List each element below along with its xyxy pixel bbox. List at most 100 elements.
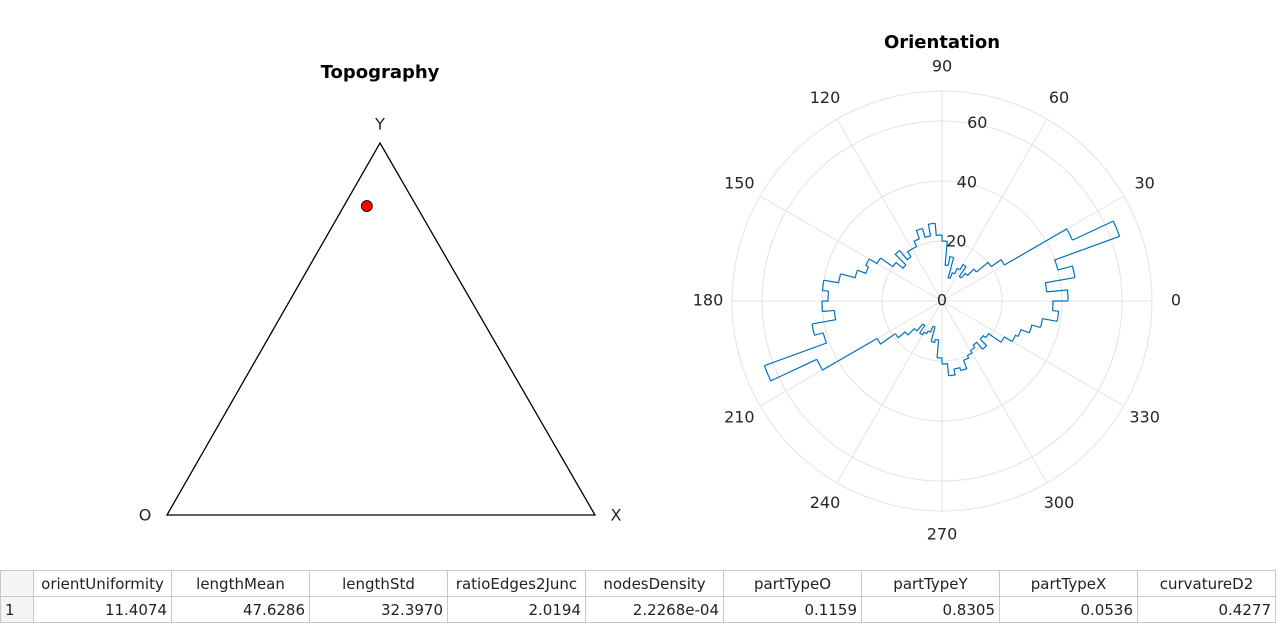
histogram-bin (949, 272, 955, 279)
column-header: partTypeY (861, 570, 1000, 597)
histogram-bin (764, 332, 828, 367)
histogram-bin (953, 366, 962, 371)
results-table: orientUniformity lengthMean lengthStd ratio… (0, 570, 1276, 623)
theta-grid-line (941, 118, 1048, 302)
vertex-label: O (139, 506, 152, 525)
theta-grid-line (836, 300, 943, 484)
theta-tick-label: 60 (1049, 88, 1069, 107)
theta-tick-label: 180 (693, 291, 724, 310)
histogram-bin (1039, 318, 1058, 328)
histogram-bin (894, 331, 906, 339)
r-tick-label: 20 (946, 231, 966, 250)
histogram-bin (934, 223, 943, 236)
histogram-bin (816, 337, 878, 371)
r-tick-label: 40 (957, 172, 977, 191)
histogram-bin (1051, 300, 1068, 311)
histogram-bin (868, 257, 882, 265)
histogram-bin (954, 267, 961, 275)
theta-tick-label: 30 (1134, 174, 1154, 193)
histogram-bin (935, 338, 940, 358)
histogram-bin (972, 341, 983, 350)
histogram-bin (967, 268, 977, 276)
histogram-bin (919, 323, 926, 334)
data-point (360, 200, 373, 212)
theta-tick-label: 120 (810, 88, 841, 107)
vertex-label: X (611, 506, 622, 525)
histogram-bin (895, 261, 907, 270)
table-body: 1 11.4074 47.6286 32.3970 2.0194 2.2268e-04 0.… (0, 596, 1276, 623)
table-cell: 0.1159 (723, 596, 862, 623)
histogram-bin (1000, 336, 1013, 343)
table-cell: 47.6286 (171, 596, 310, 623)
table-cell: 0.4277 (1137, 596, 1276, 623)
chart-title: Orientation (884, 32, 1000, 53)
table-cell: 0.0536 (999, 596, 1138, 623)
histogram-bin (811, 310, 837, 325)
histogram-bin (904, 328, 915, 336)
column-header: nodesDensity (585, 570, 724, 597)
column-header: curvatureD2 (1137, 570, 1276, 597)
histogram-bin (1017, 328, 1030, 337)
histogram-bin (911, 246, 917, 250)
histogram-bin (1052, 310, 1060, 322)
column-header: lengthMean (171, 570, 310, 597)
histogram-bin (1044, 276, 1076, 292)
histogram-bin (941, 363, 950, 376)
histogram-bin (923, 330, 929, 335)
polar-outer-circle (731, 90, 1153, 512)
r-tick-label: 0 (937, 291, 947, 310)
histogram-bin (840, 270, 858, 279)
row-label: 1 (0, 596, 34, 623)
histogram-bin (913, 323, 924, 332)
histogram-bin (930, 339, 936, 344)
histogram-bin (899, 250, 912, 261)
theta-grid-line (941, 300, 1125, 407)
histogram-bin (936, 357, 943, 364)
histogram-bin (919, 331, 925, 336)
table-cell: 0.8305 (861, 596, 1000, 623)
table-cell: 2.0194 (447, 596, 586, 623)
theta-tick-label: 300 (1044, 493, 1075, 512)
histogram-bin (979, 334, 987, 340)
table-cell: 11.4074 (33, 596, 172, 623)
histogram-bin (1057, 265, 1076, 278)
theta-tick-label: 0 (1171, 291, 1181, 310)
r-grid-circle (761, 120, 1123, 482)
theta-grid-line (836, 118, 943, 302)
histogram-bin (865, 258, 870, 268)
table-cell: 2.2268e-04 (585, 596, 724, 623)
header-row: orientUniformity lengthMean lengthStd ratio… (0, 570, 1276, 597)
vertex-label: Y (374, 115, 385, 134)
histogram-bin (857, 266, 870, 275)
histogram-bin (948, 368, 956, 377)
histogram-bin (822, 291, 830, 302)
histogram-bin (970, 344, 976, 351)
histogram-bin (821, 300, 835, 313)
histogram-bin (1072, 220, 1121, 241)
histogram-bin (763, 358, 818, 382)
histogram-bin (1011, 334, 1019, 342)
theta-tick-label: 90 (932, 57, 952, 76)
column-header: lengthStd (309, 570, 448, 597)
histogram-bin (960, 359, 968, 372)
column-header: partTypeO (723, 570, 862, 597)
table-cell: 32.3970 (309, 596, 448, 623)
corner-cell (0, 570, 34, 597)
histogram-bin (880, 257, 897, 268)
histogram-bin (821, 280, 829, 292)
theta-tick-label: 150 (724, 174, 755, 193)
histogram-bin (941, 235, 948, 242)
theta-grid-line (759, 195, 943, 302)
histogram-bin (967, 350, 973, 356)
theta-grid-line (941, 300, 1048, 484)
histogram-bin (947, 257, 955, 280)
histogram-bin (979, 338, 988, 350)
histogram-bin (944, 241, 949, 267)
histogram-bin (1028, 324, 1041, 334)
table-row: 1 11.4074 47.6286 32.3970 2.0194 2.2268e-04 0.… (0, 596, 1276, 623)
histogram-bin (947, 255, 954, 266)
histogram-bin (1004, 228, 1074, 266)
histogram-bin (1046, 289, 1069, 302)
histogram-bin (959, 263, 967, 271)
